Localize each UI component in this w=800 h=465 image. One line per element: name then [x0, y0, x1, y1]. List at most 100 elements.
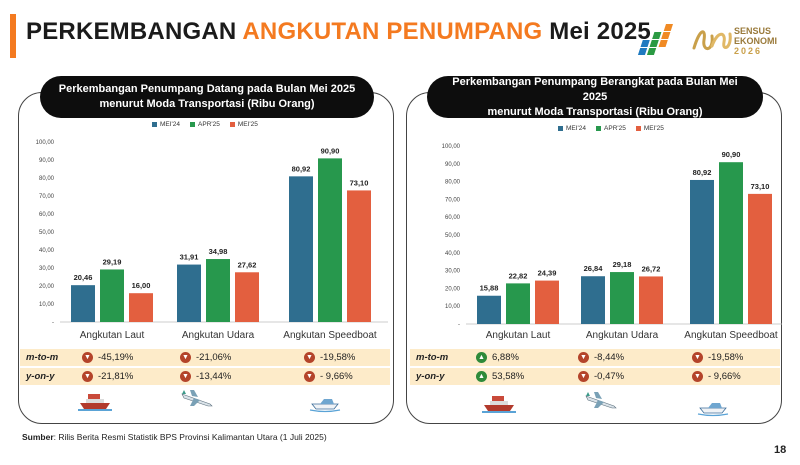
bar-value-label: 80,92	[292, 164, 311, 173]
legend-item: MEI'25	[229, 121, 258, 128]
bar	[318, 158, 342, 322]
bar	[477, 295, 501, 324]
y-tick-label: 20,00	[39, 284, 55, 290]
mtm-cell-udara: ▼ -21,06%	[180, 352, 231, 363]
bar	[71, 285, 95, 322]
legend-label: MEI'24	[566, 125, 587, 132]
mtm-value: -19,58%	[320, 352, 356, 363]
y-tick-label: 90,00	[445, 162, 461, 168]
bar-value-label: 27,62	[238, 260, 257, 269]
bar	[347, 190, 371, 322]
trend-arrow-icon: ▼	[180, 352, 191, 363]
bar-value-label: 31,91	[180, 253, 199, 262]
bar-value-label: 22,82	[509, 271, 528, 280]
panel-title-line2: menurut Moda Transportasi (Ribu Orang)	[487, 105, 703, 118]
yoy-row-datang: y-on-y ▼ -21,81% ▼ -13,44% ▼ - 9,66%	[20, 368, 390, 385]
bar	[610, 272, 634, 324]
category-label: Angkutan Speedboat	[283, 330, 377, 341]
legend-item: MEI'25	[635, 125, 664, 132]
yoy-cell-speedboat: ▼ - 9,66%	[304, 371, 353, 382]
yoy-cell-laut: ▼ -21,81%	[82, 371, 133, 382]
sensus-ekonomi-logo	[692, 30, 732, 50]
bar	[581, 276, 605, 324]
panel-title-line2: menurut Moda Transportasi (Ribu Orang)	[99, 98, 315, 110]
legend-swatch	[558, 126, 563, 131]
legend-swatch	[596, 126, 602, 131]
y-tick-label: 60,00	[39, 212, 55, 218]
y-tick-label: 100,00	[36, 140, 55, 146]
yoy-cell-speedboat: ▼ - 9,66%	[692, 371, 741, 382]
page-title-part2: ANGKUTAN PENUMPANG	[242, 18, 550, 45]
logo-text-line2: EKONOMI	[734, 36, 778, 46]
bar-value-label: 16,00	[132, 281, 151, 290]
mtm-row-berangkat: m-to-m ▲ 6,88% ▼ -8,44% ▼ -19,58%	[410, 349, 780, 366]
mtm-value: -19,58%	[708, 352, 744, 363]
mtm-value: 6,88%	[492, 352, 519, 363]
mtm-cell-speedboat: ▼ -19,58%	[304, 352, 355, 363]
y-tick-label: 90,00	[39, 158, 55, 164]
ship-icon	[482, 396, 516, 413]
trend-arrow-icon: ▼	[82, 352, 93, 363]
y-tick-label: 70,00	[39, 194, 55, 200]
page-title: PERKEMBANGAN ANGKUTAN PENUMPANG Mei 2025	[26, 18, 651, 46]
source-label: Sumber	[22, 432, 54, 442]
trend-arrow-icon: ▼	[304, 352, 315, 363]
bar-value-label: 29,18	[613, 260, 632, 269]
y-tick-label: 40,00	[445, 251, 461, 257]
bps-logo	[637, 24, 673, 55]
page-title-part3: Mei 2025	[549, 18, 651, 45]
page-title-part1: PERKEMBANGAN	[26, 18, 243, 45]
bar	[177, 264, 201, 322]
bar	[639, 276, 663, 324]
legend-label: MEI'24	[160, 121, 181, 128]
bar	[690, 179, 714, 324]
bar-value-label: 34,98	[209, 247, 228, 256]
bar-value-label: 80,92	[693, 168, 712, 177]
trend-arrow-icon: ▼	[578, 352, 589, 363]
legend-label: MEI'25	[237, 121, 258, 128]
panel-berangkat-title: Perkembangan Penumpang Berangkat pada Bu…	[427, 76, 763, 118]
trend-arrow-icon: ▼	[82, 371, 93, 382]
mtm-label: m-to-m	[26, 352, 59, 363]
logo-text-line3: 2026	[734, 46, 763, 56]
bar	[506, 283, 530, 324]
y-tick-label: 80,00	[39, 176, 55, 182]
yoy-label: y-on-y	[26, 371, 55, 382]
page-number: 18	[774, 444, 787, 456]
title-accent-bar	[10, 14, 16, 58]
trend-arrow-icon: ▼	[180, 371, 191, 382]
mtm-cell-laut: ▼ -45,19%	[82, 352, 133, 363]
yoy-cell-laut: ▲ 53,58%	[476, 371, 524, 382]
category-label: Angkutan Laut	[486, 330, 551, 341]
legend-berangkat: MEI'24 APR'25 MEI'25	[558, 125, 664, 132]
y-tick-label: 40,00	[39, 248, 55, 254]
y-tick-label: 10,00	[39, 302, 55, 308]
category-label: Angkutan Laut	[80, 330, 145, 341]
bar-value-label: 73,10	[350, 178, 369, 187]
legend-swatch	[635, 126, 641, 131]
legend-label: MEI'25	[643, 125, 664, 132]
yoy-label: y-on-y	[416, 371, 445, 382]
yoy-value: -21,81%	[98, 371, 134, 382]
bar-value-label: 15,88	[480, 284, 499, 293]
bar	[206, 259, 230, 322]
bar	[100, 269, 124, 322]
yoy-value: - 9,66%	[708, 371, 741, 382]
yoy-value: 53,58%	[492, 371, 525, 382]
bar	[748, 193, 772, 324]
y-tick-label: 80,00	[445, 180, 461, 186]
bar	[535, 280, 559, 324]
category-label: Angkutan Udara	[586, 330, 659, 341]
legend-item: APR'25	[190, 121, 220, 128]
panel-title-line1: Perkembangan Penumpang Berangkat pada Bu…	[452, 75, 738, 103]
trend-arrow-icon: ▲	[476, 352, 487, 363]
yoy-cell-udara: ▼ -13,44%	[180, 371, 231, 382]
bar-value-label: 29,19	[103, 257, 122, 266]
panel-datang-title: Perkembangan Penumpang Datang pada Bulan…	[40, 76, 374, 118]
airplane-icon	[585, 392, 617, 409]
mtm-label: m-to-m	[416, 352, 449, 363]
legend-label: APR'25	[198, 121, 220, 128]
bar-value-label: 20,46	[74, 273, 93, 282]
legend-label: APR'25	[604, 125, 626, 132]
